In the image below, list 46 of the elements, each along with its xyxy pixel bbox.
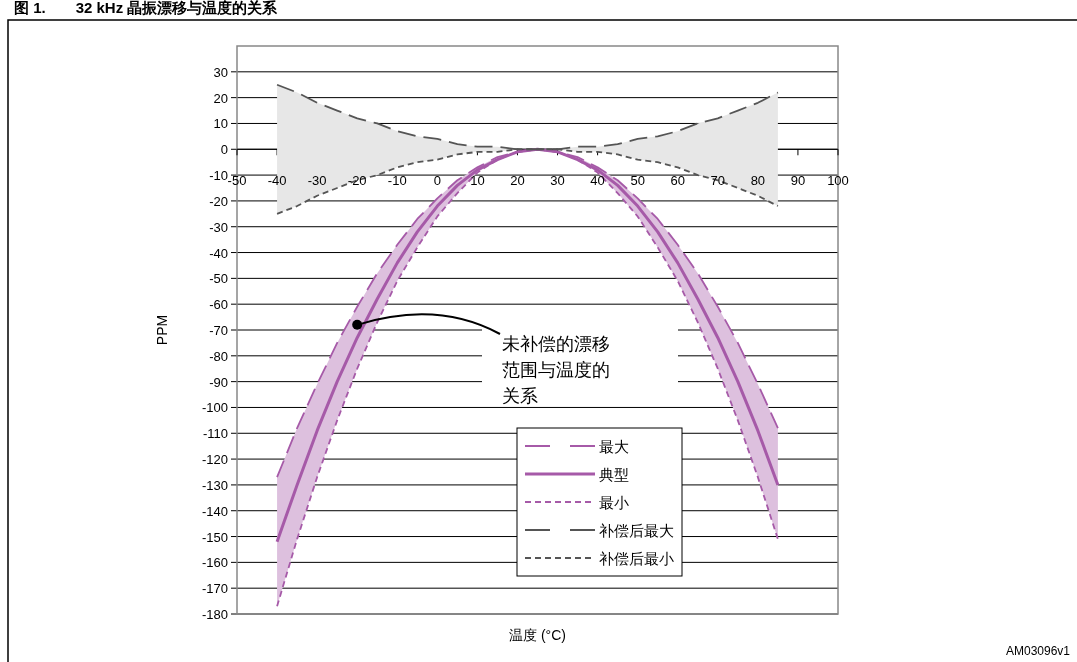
x-tick-label: 60 bbox=[670, 173, 685, 189]
text: AM03096v1 bbox=[1005, 644, 1071, 658]
annotation: 未补偿的漂移范围与温度的关系 bbox=[502, 334, 610, 406]
x-tick-label: -50 bbox=[227, 173, 247, 189]
y-tick-label: 30 bbox=[213, 64, 228, 80]
x-tick-label: -10 bbox=[387, 173, 407, 189]
y-tick-label: 0 bbox=[220, 142, 228, 158]
x-tick-label: -40 bbox=[267, 173, 287, 189]
y-tick-label: -100 bbox=[201, 400, 228, 416]
x-tick-label: 80 bbox=[750, 173, 766, 189]
y-tick-label: -150 bbox=[201, 529, 228, 545]
y-tick-label: -80 bbox=[209, 348, 228, 364]
y-tick-label: -30 bbox=[209, 219, 228, 235]
chart-title: 图 1. 32 kHz 晶振漂移与温度的关系 bbox=[14, 0, 279, 16]
legend-label: 补偿后最小 bbox=[599, 550, 674, 567]
x-tick-label: -30 bbox=[307, 173, 327, 189]
y-tick-label: -120 bbox=[201, 452, 228, 468]
x-tick-label: 50 bbox=[630, 173, 645, 189]
x-tick-label: 10 bbox=[470, 173, 485, 189]
y-tick-label: -50 bbox=[209, 271, 228, 287]
legend-label: 典型 bbox=[599, 466, 629, 483]
x-tick-label: 90 bbox=[790, 173, 806, 189]
y-tick-label: -160 bbox=[201, 555, 228, 571]
y-tick-label: -110 bbox=[202, 426, 228, 442]
y-tick-label: -140 bbox=[201, 503, 228, 519]
y-tick-label: 20 bbox=[213, 90, 228, 106]
x-tick-label: 70 bbox=[710, 173, 726, 189]
x-tick-label: 20 bbox=[510, 173, 525, 189]
legend-label: 最小 bbox=[599, 494, 629, 511]
y-tick-label: -40 bbox=[209, 245, 228, 261]
legend-label: 最大 bbox=[599, 438, 629, 455]
y-tick-label: -70 bbox=[209, 323, 228, 338]
x-axis-title: 温度 (°C) bbox=[509, 627, 566, 643]
y-tick-label: -130 bbox=[201, 477, 228, 493]
legend-label: 补偿后最大 bbox=[599, 522, 674, 539]
y-tick-label: -20 bbox=[209, 193, 228, 209]
y-tick-label: -90 bbox=[209, 374, 228, 390]
y-tick-label: -60 bbox=[209, 297, 228, 313]
y-tick-label: -170 bbox=[201, 581, 228, 597]
y-tick-label: -180 bbox=[201, 607, 228, 622]
x-tick-label: 0 bbox=[433, 173, 441, 189]
x-tick-label: 100 bbox=[827, 173, 849, 189]
y-tick-label: 10 bbox=[213, 116, 228, 132]
y-axis-title: PPM bbox=[154, 314, 170, 346]
x-tick-label: 30 bbox=[550, 173, 565, 189]
x-tick-label: 40 bbox=[590, 173, 605, 189]
